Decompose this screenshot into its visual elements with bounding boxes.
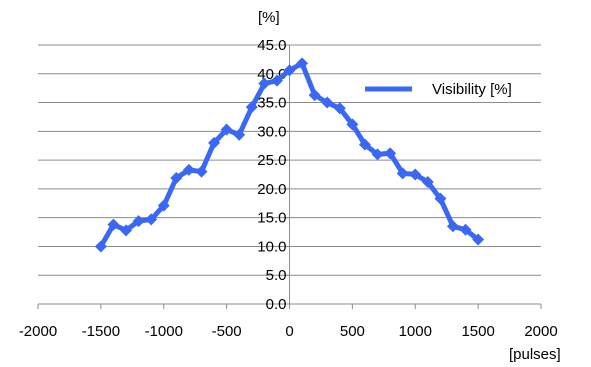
data-point-0-7 xyxy=(182,163,195,176)
data-point-0-24 xyxy=(396,167,409,180)
x-tick-label-5: 500 xyxy=(340,323,365,340)
x-tick-label-0: -2000 xyxy=(19,323,57,340)
data-point-0-6 xyxy=(170,171,183,184)
data-point-0-16 xyxy=(296,57,309,70)
data-point-0-20 xyxy=(346,118,359,131)
data-point-0-14 xyxy=(270,74,283,87)
y-tick-label-1: 5.0 xyxy=(266,267,287,284)
data-point-0-25 xyxy=(409,168,422,181)
y-tick-label-7: 35.0 xyxy=(257,95,286,112)
data-point-0-13 xyxy=(258,77,271,90)
y-tick-label-6: 30.0 xyxy=(257,123,286,140)
visibility-series xyxy=(94,57,485,253)
x-tick-label-4: 0 xyxy=(285,323,293,340)
data-point-0-12 xyxy=(245,101,258,114)
data-point-0-21 xyxy=(358,138,371,151)
x-tick-label-8: 2000 xyxy=(524,323,557,340)
y-axis-unit-label: [%] xyxy=(258,9,280,26)
x-tick-marks xyxy=(37,304,542,309)
data-point-0-5 xyxy=(157,199,170,212)
y-tick-marks xyxy=(284,44,290,305)
y-tick-label-0: 0.0 xyxy=(266,296,287,313)
x-tick-label-3: -500 xyxy=(212,323,242,340)
data-point-0-26 xyxy=(421,175,434,188)
data-point-0-1 xyxy=(107,218,120,231)
data-point-0-9 xyxy=(208,136,221,149)
x-tick-label-2: -1000 xyxy=(145,323,183,340)
y-tick-label-9: 45.0 xyxy=(257,37,286,54)
data-point-0-15 xyxy=(283,64,296,77)
data-point-0-18 xyxy=(321,96,334,109)
data-point-0-17 xyxy=(308,89,321,102)
data-point-0-30 xyxy=(472,233,485,246)
x-tick-label-7: 1500 xyxy=(461,323,494,340)
data-point-0-28 xyxy=(446,220,459,233)
data-point-0-0 xyxy=(94,240,107,253)
y-tick-label-4: 20.0 xyxy=(257,181,286,198)
data-point-0-4 xyxy=(145,213,158,226)
y-tick-label-2: 10.0 xyxy=(257,238,286,255)
x-tick-label-1: -1500 xyxy=(82,323,120,340)
data-point-0-11 xyxy=(233,128,246,141)
x-axis-unit-label: [pulses] xyxy=(509,346,561,363)
data-point-0-23 xyxy=(384,147,397,160)
data-point-0-8 xyxy=(195,165,208,178)
data-point-0-22 xyxy=(371,148,384,161)
data-point-0-19 xyxy=(333,102,346,115)
data-point-0-27 xyxy=(434,192,447,205)
legend-label-visibility: Visibility [%] xyxy=(432,81,512,98)
data-point-0-29 xyxy=(459,223,472,236)
data-point-0-10 xyxy=(220,123,233,136)
y-tick-label-5: 25.0 xyxy=(257,152,286,169)
data-point-0-2 xyxy=(120,224,133,237)
data-point-0-3 xyxy=(132,215,145,228)
legend: Visibility [%] xyxy=(365,81,512,98)
x-tick-labels: -2000 -1500 -1000 -500 0 500 1000 1500 2000 xyxy=(19,323,558,340)
y-tick-label-3: 15.0 xyxy=(257,210,286,227)
x-tick-label-6: 1000 xyxy=(399,323,432,340)
